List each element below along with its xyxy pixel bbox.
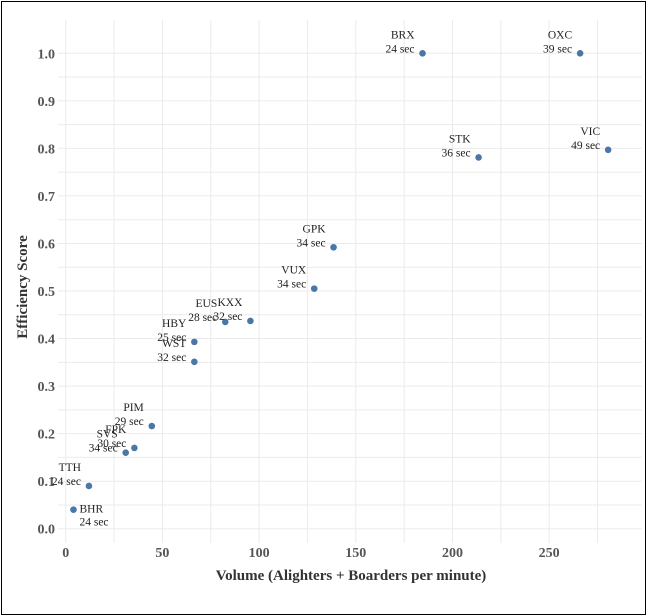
point-code-label: FPK bbox=[105, 424, 127, 436]
data-points bbox=[70, 49, 612, 514]
point-code-label: VIC bbox=[580, 126, 600, 138]
point-vic bbox=[604, 146, 612, 154]
point-oxc bbox=[576, 49, 584, 57]
point-code-label: EUS bbox=[196, 298, 218, 310]
y-axis-label: Efficiency Score bbox=[15, 235, 31, 339]
x-tick-label: 250 bbox=[539, 546, 560, 561]
point-code-label: TTH bbox=[59, 462, 81, 474]
point-wst bbox=[191, 358, 198, 366]
point-time-label: 32 sec bbox=[213, 311, 242, 323]
point-code-label: BRX bbox=[391, 29, 415, 41]
y-tick-label: 0.2 bbox=[38, 428, 56, 443]
point-time-label: 24 sec bbox=[385, 43, 414, 55]
point-time-label: 34 sec bbox=[277, 279, 306, 291]
point-time-label: 24 sec bbox=[79, 517, 108, 529]
y-tick-label: 0.0 bbox=[38, 523, 56, 538]
point-vux bbox=[310, 285, 318, 292]
point-code-label: GPK bbox=[303, 223, 327, 235]
x-axis-label: Volume (Alighters + Boarders per minute) bbox=[216, 568, 487, 584]
point-time-label: 32 sec bbox=[157, 352, 186, 364]
point-time-label: 30 sec bbox=[97, 438, 126, 450]
point-time-label: 25 sec bbox=[157, 332, 186, 344]
y-tick-label: 0.7 bbox=[38, 190, 56, 205]
point-time-label: 39 sec bbox=[543, 43, 572, 55]
x-tick-label: 200 bbox=[442, 546, 463, 561]
x-tick-label: 0 bbox=[62, 546, 69, 561]
y-tick-label: 0.4 bbox=[38, 333, 56, 348]
point-tth bbox=[85, 482, 93, 490]
point-code-label: STK bbox=[449, 133, 471, 145]
point-time-label: 24 sec bbox=[52, 476, 81, 488]
point-code-label: HBY bbox=[162, 318, 187, 330]
point-code-label: KXX bbox=[217, 297, 243, 309]
point-eus bbox=[221, 318, 229, 326]
point-code-label: WST bbox=[162, 338, 186, 350]
point-kxx bbox=[247, 317, 254, 325]
point-stk bbox=[475, 154, 482, 161]
point-time-label: 34 sec bbox=[89, 443, 118, 455]
y-tick-label: 0.5 bbox=[38, 285, 56, 300]
point-code-label: SVS bbox=[97, 429, 118, 441]
point-time-label: 28 sec bbox=[188, 312, 217, 324]
point-time-label: 36 sec bbox=[442, 147, 471, 159]
point-code-label: VUX bbox=[281, 265, 307, 277]
x-tick-labels: 0 50 100 150 200 250 bbox=[62, 546, 559, 561]
y-tick-label: 0.1 bbox=[38, 475, 56, 490]
y-tick-label: 1.0 bbox=[38, 47, 56, 62]
grid-lines bbox=[58, 20, 642, 543]
point-brx bbox=[419, 49, 426, 57]
point-code-label: BHR bbox=[79, 504, 103, 516]
y-tick-label: 0.6 bbox=[38, 237, 56, 252]
point-time-label: 29 sec bbox=[115, 416, 144, 428]
x-tick-label: 100 bbox=[249, 546, 270, 561]
point-fpk bbox=[131, 444, 138, 452]
point-bhr bbox=[70, 506, 77, 514]
point-hby bbox=[191, 338, 198, 346]
y-tick-label: 0.3 bbox=[38, 380, 56, 395]
point-gpk bbox=[330, 243, 337, 251]
point-svs bbox=[122, 449, 129, 456]
x-tick-label: 50 bbox=[155, 546, 169, 561]
point-time-label: 49 sec bbox=[571, 140, 600, 152]
point-time-label: 34 sec bbox=[297, 237, 326, 249]
point-pim bbox=[148, 422, 156, 430]
y-tick-label: 0.8 bbox=[38, 142, 56, 157]
y-tick-labels: 0.0 0.1 0.2 0.3 0.4 0.5 0.6 0.7 0.8 0.9 1.0 bbox=[38, 47, 56, 537]
point-code-label: OXC bbox=[548, 29, 573, 41]
point-code-label: PIM bbox=[123, 402, 143, 414]
x-tick-label: 150 bbox=[345, 546, 366, 561]
y-tick-label: 0.9 bbox=[38, 95, 56, 110]
